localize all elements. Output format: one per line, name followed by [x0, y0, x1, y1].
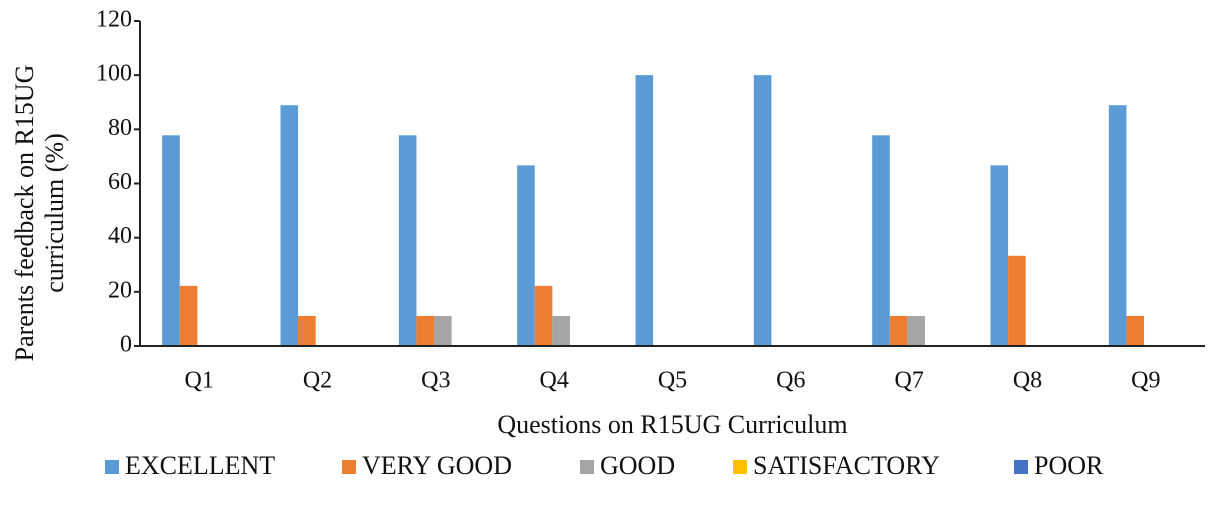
x-axis-label: Questions on R15UG Curriculum	[497, 410, 847, 439]
x-tick-label: Q2	[303, 368, 332, 394]
legend-label: SATISFACTORY	[753, 451, 940, 480]
y-tick-label: 0	[120, 332, 132, 358]
x-tick-label: Q1	[184, 368, 213, 394]
legend-label: EXCELLENT	[125, 451, 275, 480]
legend-label: GOOD	[600, 451, 675, 480]
x-tick-label: Q3	[421, 368, 450, 394]
bar	[872, 135, 890, 346]
bar	[1108, 105, 1127, 347]
bar	[517, 165, 535, 346]
x-tick-label: Q8	[1013, 368, 1042, 394]
bar	[990, 165, 1009, 346]
legend-swatch	[733, 460, 747, 474]
y-tick-label: 80	[108, 115, 132, 141]
x-tick-label: Q5	[658, 368, 687, 394]
legend-swatch	[1014, 460, 1028, 474]
bar	[179, 285, 198, 346]
y-tick-label: 100	[96, 61, 132, 87]
y-tick-label: 60	[108, 169, 132, 195]
legend-swatch	[342, 460, 356, 474]
bar	[162, 135, 180, 346]
bar	[753, 75, 772, 347]
x-tick-label: Q4	[539, 368, 568, 394]
bar	[298, 315, 316, 346]
bar	[280, 105, 299, 347]
bar	[552, 315, 570, 346]
bar	[889, 315, 908, 346]
x-tick-label: Q6	[776, 368, 805, 394]
bar	[434, 315, 452, 346]
legend-label: POOR	[1034, 451, 1104, 480]
legend-swatch	[580, 460, 594, 474]
bar	[398, 135, 417, 346]
y-tick-label: 120	[96, 7, 132, 33]
legend-swatch	[105, 460, 119, 474]
legend-label: VERY GOOD	[362, 451, 512, 480]
bar	[635, 75, 654, 347]
bar	[534, 285, 553, 346]
x-tick-label: Q7	[894, 368, 923, 394]
y-axis-label: Parents feedback on R15UG curriculum (%)	[10, 64, 69, 362]
bar	[907, 315, 925, 346]
bar	[1008, 255, 1026, 346]
y-tick-label: 40	[108, 223, 132, 249]
y-tick-label: 20	[108, 277, 132, 303]
x-tick-label: Q9	[1131, 368, 1160, 394]
bar	[416, 315, 435, 346]
bar	[1126, 315, 1145, 346]
